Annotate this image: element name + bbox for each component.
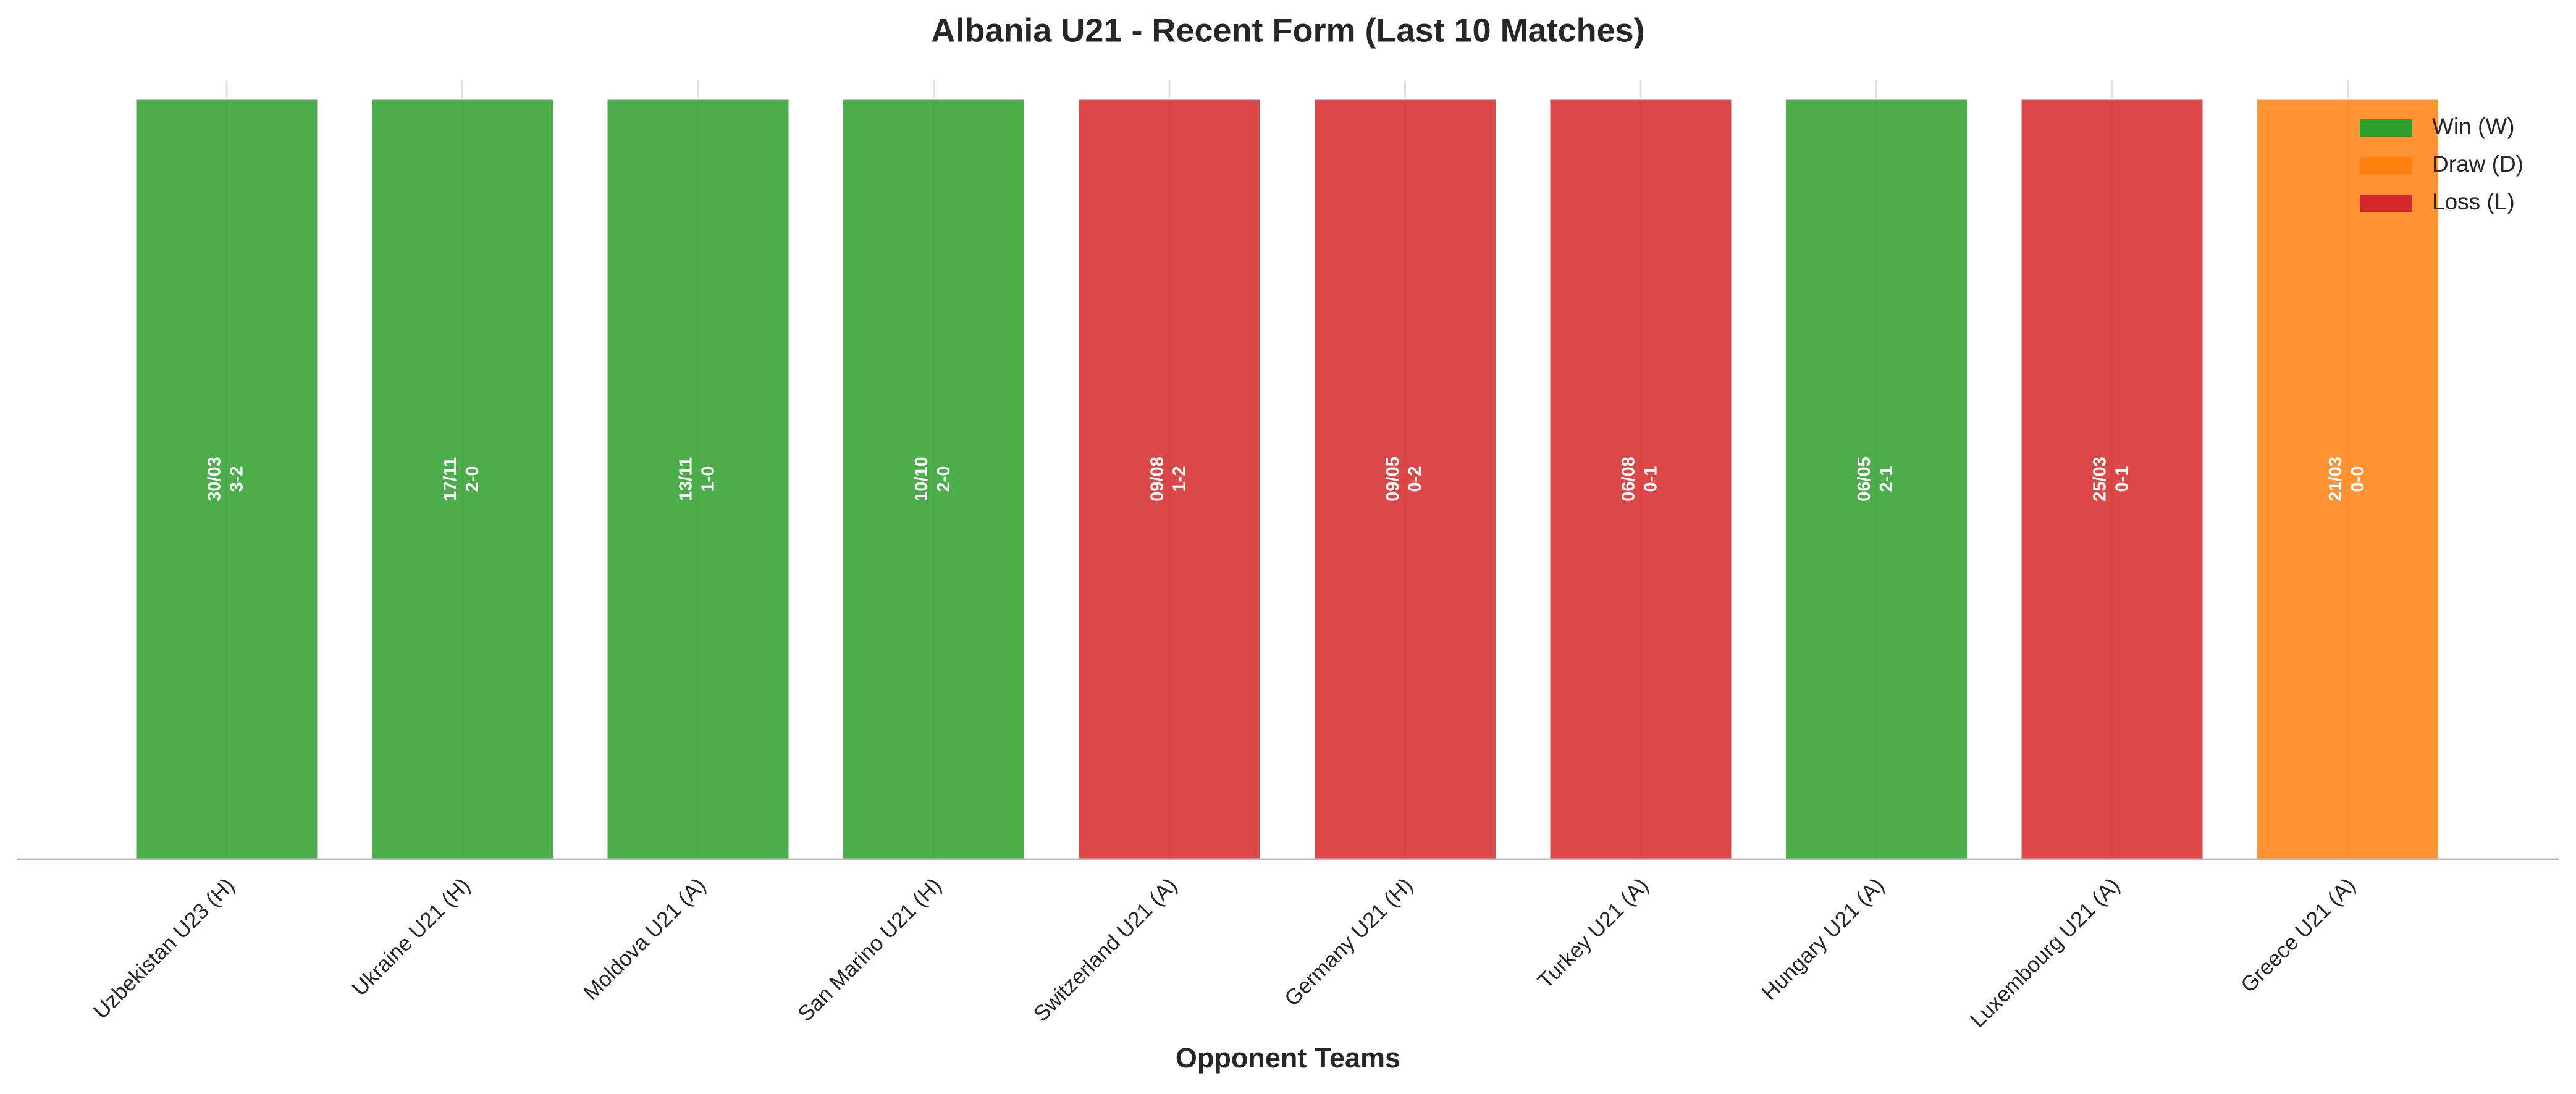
bar-score-label: 3-2: [227, 466, 247, 492]
bar-score-label: 0-0: [2348, 466, 2368, 492]
bar: [134, 98, 319, 860]
bar-score-label: 2-0: [463, 466, 482, 492]
bar-date-label: 17/11: [440, 457, 460, 501]
bar: [1548, 98, 1733, 860]
legend-label: Draw (D): [2432, 151, 2523, 177]
legend-swatch: [2360, 119, 2412, 137]
bar-date-label: 10/10: [912, 457, 932, 502]
bar-score-label: 1-0: [699, 466, 718, 492]
bar-score-label: 0-1: [2113, 466, 2132, 492]
bar-date-label: 21/03: [2326, 457, 2346, 502]
x-tick-label: Hungary U21 (A): [1757, 873, 1888, 1005]
x-tick-label: Moldova U21 (A): [579, 873, 710, 1005]
bar-score-label: 2-1: [1877, 466, 1896, 492]
legend-label: Loss (L): [2432, 189, 2515, 214]
bar: [1313, 98, 1497, 860]
bar-date-label: 30/03: [205, 457, 225, 502]
legend-swatch: [2360, 195, 2412, 212]
chart-title: Albania U21 - Recent Form (Last 10 Match…: [931, 12, 1644, 49]
bar-score-label: 0-1: [1641, 466, 1661, 492]
bar-date-label: 13/11: [676, 457, 696, 501]
bar-date-label: 09/08: [1148, 457, 1168, 502]
x-tick-label: Switzerland U21 (A): [1029, 873, 1182, 1027]
bar: [1077, 98, 1262, 860]
x-tick-label: Uzbekistan U23 (H): [89, 873, 240, 1024]
x-tick-label: Luxembourg U21 (A): [1966, 873, 2124, 1032]
bar-date-label: 25/03: [2090, 457, 2110, 502]
legend-label: Win (W): [2432, 114, 2515, 139]
bar-score-label: 1-2: [1170, 466, 1190, 492]
legend-swatch: [2360, 157, 2412, 174]
bar-date-label: 09/05: [1383, 457, 1403, 502]
bar-score-label: 0-2: [1405, 466, 1425, 492]
x-tick-label: Turkey U21 (A): [1533, 873, 1653, 993]
bar: [370, 98, 555, 860]
bar: [2019, 98, 2205, 860]
x-tick-label: Greece U21 (A): [2236, 873, 2360, 998]
bar: [841, 98, 1026, 860]
x-tick-label: Germany U21 (H): [1280, 873, 1418, 1011]
bar-date-label: 06/05: [1854, 457, 1874, 502]
x-axis-label: Opponent Teams: [1176, 1042, 1400, 1074]
bar: [2255, 98, 2440, 860]
x-tick-label: Ukraine U21 (H): [347, 873, 474, 1001]
bar-date-label: 06/08: [1619, 457, 1639, 502]
bar: [1784, 98, 1969, 860]
bar-score-label: 2-0: [934, 466, 954, 492]
x-tick-label: San Marino U21 (H): [793, 873, 946, 1027]
